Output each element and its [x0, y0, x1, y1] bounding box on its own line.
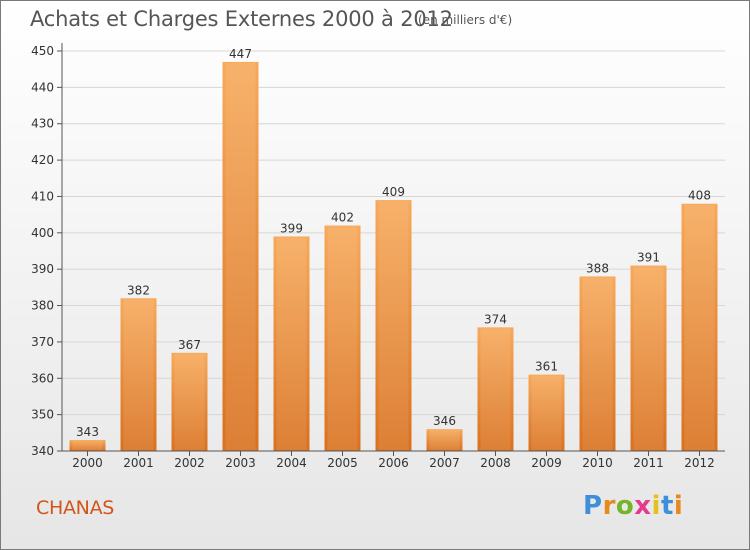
bar-highlight	[276, 237, 307, 450]
value-label: 346	[433, 414, 456, 428]
x-tick-label: 2004	[276, 456, 307, 470]
bar-highlight	[378, 201, 409, 450]
bar-highlight	[582, 277, 613, 450]
value-label: 402	[331, 211, 354, 225]
value-label: 399	[280, 221, 303, 235]
y-tick-label: 340	[31, 444, 54, 458]
value-label: 374	[484, 312, 507, 326]
logo-letter: t	[660, 491, 674, 521]
bars	[69, 61, 718, 452]
bar-2003	[222, 61, 259, 452]
bar-highlight	[327, 226, 358, 450]
value-label: 447	[229, 47, 252, 61]
bar-2002	[171, 352, 208, 451]
x-tick-label: 2008	[480, 456, 511, 470]
logo-letter: i	[651, 491, 661, 521]
x-tick-label: 2007	[429, 456, 460, 470]
y-tick-label: 390	[31, 262, 54, 276]
logo-letter: x	[634, 491, 652, 521]
bar-highlight	[123, 299, 154, 450]
commune-name: CHANAS	[36, 497, 115, 519]
bar-2006	[375, 200, 412, 451]
bar-2009	[528, 374, 565, 451]
y-tick-label: 450	[31, 44, 54, 58]
bar-highlight	[531, 375, 562, 450]
x-tick-label: 2003	[225, 456, 256, 470]
x-tick-label: 2006	[378, 456, 409, 470]
axes: 340 350 360 370 380 390 400 410 420 430 440 450 2000…	[31, 43, 725, 470]
y-tick-label: 410	[31, 189, 54, 203]
y-tick-label: 440	[31, 80, 54, 94]
x-tick-label: 2005	[327, 456, 358, 470]
value-label: 367	[178, 338, 201, 352]
proxiti-logo[interactable]: Proxiti	[583, 491, 683, 521]
value-label: 382	[127, 283, 150, 297]
x-tick-label: 2009	[531, 456, 562, 470]
x-tick-label: 2002	[174, 456, 205, 470]
value-label: 388	[586, 261, 609, 275]
x-tick-label: 2011	[633, 456, 664, 470]
logo-letter: o	[615, 491, 635, 521]
bar-highlight	[684, 204, 715, 450]
bar-2008	[477, 327, 514, 451]
chart-unit: (en milliers d'€)	[418, 13, 513, 27]
x-tick-label: 2000	[72, 456, 103, 470]
bar-2000	[69, 440, 106, 451]
y-tick-label: 420	[31, 153, 54, 167]
logo-letter: r	[602, 491, 616, 521]
bar-highlight	[633, 266, 664, 450]
value-label: 409	[382, 185, 405, 199]
y-tick-label: 380	[31, 299, 54, 313]
bar-highlight	[174, 353, 205, 450]
y-tick-label: 400	[31, 226, 54, 240]
y-tick-label: 360	[31, 371, 54, 385]
bar-2007	[426, 429, 463, 451]
bar-2005	[324, 225, 361, 451]
value-label: 343	[76, 425, 99, 439]
logo-letter: P	[583, 491, 603, 521]
bar-highlight	[225, 62, 256, 451]
bar-2010	[579, 276, 616, 451]
y-tick-label: 430	[31, 117, 54, 131]
bar-2004	[273, 236, 310, 451]
bar-2011	[630, 265, 667, 451]
bar-highlight	[429, 430, 460, 450]
bar-2001	[120, 298, 157, 451]
y-tick-label: 350	[31, 408, 54, 422]
bar-2012	[681, 203, 718, 451]
bar-highlight	[72, 441, 103, 450]
x-tick-label: 2001	[123, 456, 154, 470]
x-tick-label: 2012	[684, 456, 715, 470]
logo-letter: i	[673, 491, 684, 521]
value-label: 408	[688, 189, 711, 203]
value-labels: 343 382 367 447 399 402 409 346 374 361 388 391 408	[76, 47, 711, 439]
y-tick-label: 370	[31, 335, 54, 349]
value-label: 391	[637, 251, 660, 265]
bar-highlight	[480, 328, 511, 450]
value-label: 361	[535, 360, 558, 374]
chart-title: Achats et Charges Externes 2000 à 2012	[30, 7, 453, 31]
x-tick-label: 2010	[582, 456, 613, 470]
